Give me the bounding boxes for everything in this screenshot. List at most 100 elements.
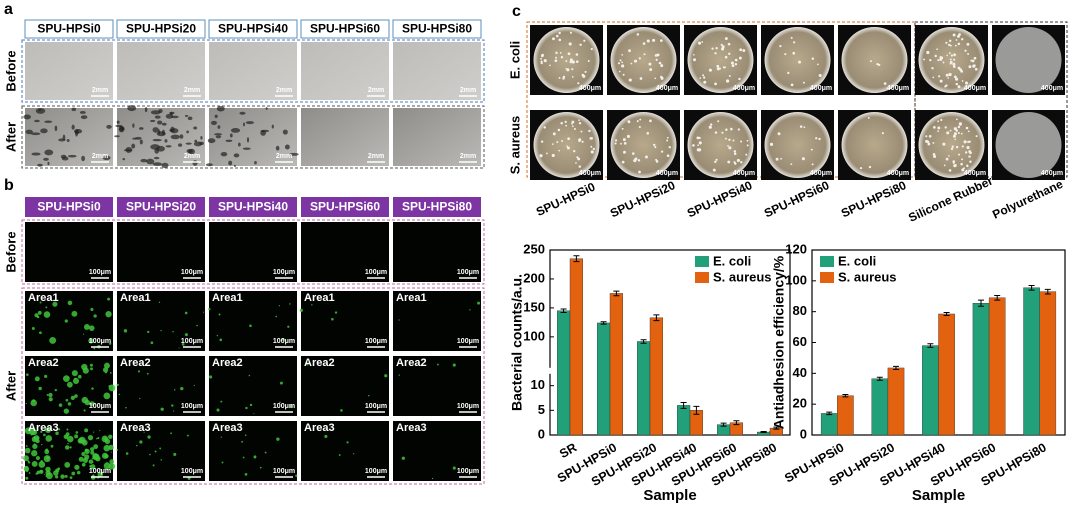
colony [639,77,643,80]
cell [40,460,43,463]
colony [558,31,561,35]
bar [1039,291,1057,436]
colony [944,126,947,129]
colony [927,142,931,146]
colony [721,45,725,49]
texture [139,139,143,145]
cell [108,434,113,440]
cell [287,325,290,328]
label: 400μm [810,170,832,177]
colony [932,76,935,79]
label: 400μm [810,85,832,92]
colony [621,61,624,64]
texture [284,144,290,150]
colony [952,160,956,163]
label: SPU-HPSi0 [37,200,101,214]
cell [253,455,257,459]
y-axis-label: Bacterial counts/a.u. [509,274,525,411]
fluorescence-image [301,356,389,416]
micrograph [209,42,297,100]
colony [961,158,964,161]
texture [154,115,161,119]
colony [660,64,664,68]
colony [696,148,700,152]
colony [955,77,959,81]
cell [109,342,112,345]
colony [703,80,707,84]
colony [954,44,957,47]
cell [220,400,223,403]
label: 100μm [181,269,203,276]
colony [714,52,717,55]
texture [260,129,270,133]
label: 2mm [460,87,476,94]
label: SPU-HPSi20 [608,178,678,220]
dish [533,27,600,93]
bar [569,258,584,436]
colony [571,122,573,125]
texture [38,109,42,112]
colony [543,126,546,129]
colony [961,38,964,41]
colony [957,125,961,129]
texture [135,136,142,140]
fluorescence-image [393,356,481,416]
cell [81,396,89,404]
cell [81,363,88,371]
colony [630,62,633,65]
cell [43,311,51,318]
label: Area1 [304,292,335,304]
colony [728,52,731,55]
label: 100μm [457,338,479,345]
dish [610,112,677,178]
label: 100μm [89,269,111,276]
cell [242,456,245,459]
cell [46,394,49,396]
colony [955,82,959,86]
cell [109,459,115,464]
colony [953,164,957,168]
colony [581,140,584,143]
label: 100μm [181,468,203,475]
cell [71,370,78,377]
texture [122,157,126,161]
bar [609,293,624,436]
colony [652,38,656,42]
colony [638,126,641,129]
label: 400μm [656,85,678,92]
y-tick-label: 200 [523,270,545,285]
colony [552,37,555,41]
colony [969,160,972,163]
cell [74,434,79,439]
colony [958,68,962,71]
colony [637,159,641,162]
cell [99,429,101,432]
colony [628,49,631,53]
colony [961,145,964,148]
texture [153,156,160,160]
colony [954,138,956,141]
colony [730,127,733,131]
colony [724,137,727,140]
label: Area3 [396,422,427,434]
legend-label: E. coli [713,253,751,268]
cell [34,376,40,382]
colony [703,76,706,79]
cell [275,315,278,318]
colony [963,140,967,144]
header-box [25,197,113,217]
colony [697,144,700,147]
colony [649,119,652,123]
colony [573,127,576,130]
colony [799,125,803,128]
texture [282,129,288,135]
colony [967,52,970,55]
y-tick-label: 20 [793,396,807,411]
colony [948,72,952,77]
cell [193,384,195,387]
label: 400μm [887,170,909,177]
cell [91,461,94,464]
label: 400μm [579,85,601,92]
colony [590,145,593,148]
label: 100μm [365,468,387,475]
